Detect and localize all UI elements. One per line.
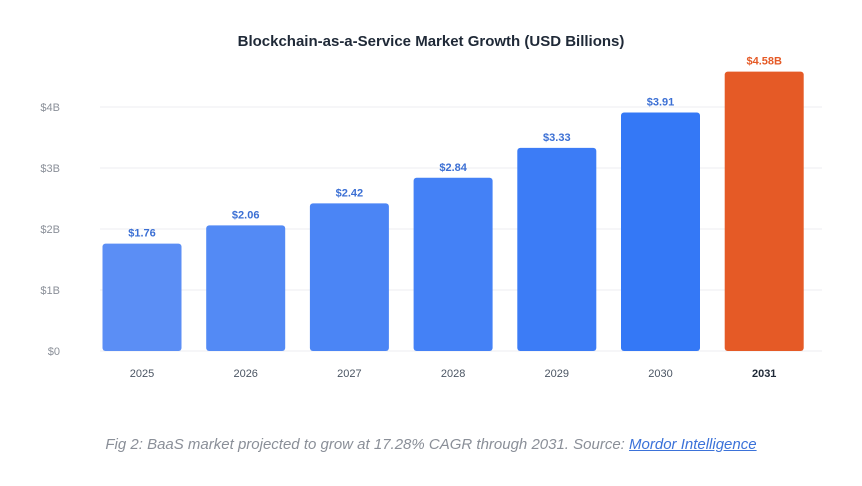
data-label-2026: $2.06 [232, 209, 260, 221]
bar-2026 [206, 225, 286, 351]
x-tick-label-2026: 2026 [233, 368, 257, 380]
source-link[interactable]: Mordor Intelligence [629, 436, 757, 453]
caption-text: Fig 2: BaaS market projected to grow at … [105, 436, 630, 453]
bar-2027 [309, 203, 389, 351]
bars [102, 71, 804, 352]
x-tick-label-2031: 2031 [752, 368, 776, 380]
data-label-2029: $3.33 [543, 132, 571, 144]
y-tick-label: $2B [40, 224, 60, 236]
data-label-2030: $3.91 [647, 96, 675, 108]
x-tick-label-2030: 2030 [648, 368, 672, 380]
y-tick-label: $0 [48, 346, 60, 358]
x-tick-label-2027: 2027 [337, 368, 361, 380]
bar-chart: Blockchain-as-a-Service Market Growth (U… [40, 33, 822, 380]
x-tick-label-2025: 2025 [130, 368, 154, 380]
data-labels: $1.76 $2.06 $2.42 $2.84 $3.33 $3.91 $4.58B [128, 56, 782, 240]
data-label-2028: $2.84 [439, 162, 467, 174]
bar-2031 [724, 71, 804, 352]
data-label-2031: $4.58B [746, 56, 782, 68]
y-tick-label: $3B [40, 163, 60, 175]
y-tick-label: $4B [40, 102, 60, 114]
data-label-2027: $2.42 [336, 187, 364, 199]
bar-2029 [517, 147, 597, 351]
figure-caption: Fig 2: BaaS market projected to grow at … [0, 436, 862, 453]
data-label-2025: $1.76 [128, 228, 156, 240]
x-tick-label-2028: 2028 [441, 368, 465, 380]
y-tick-label: $1B [40, 285, 60, 297]
bar-2030 [621, 112, 700, 352]
bar-2028 [413, 177, 493, 351]
y-axis-ticks: $0 $1B $2B $3B $4B [40, 102, 60, 358]
x-axis-ticks: 2025 2026 2027 2028 2029 2030 2031 [130, 368, 777, 380]
chart-title: Blockchain-as-a-Service Market Growth (U… [238, 33, 625, 50]
bar-2025 [102, 243, 182, 351]
x-tick-label-2029: 2029 [545, 368, 569, 380]
